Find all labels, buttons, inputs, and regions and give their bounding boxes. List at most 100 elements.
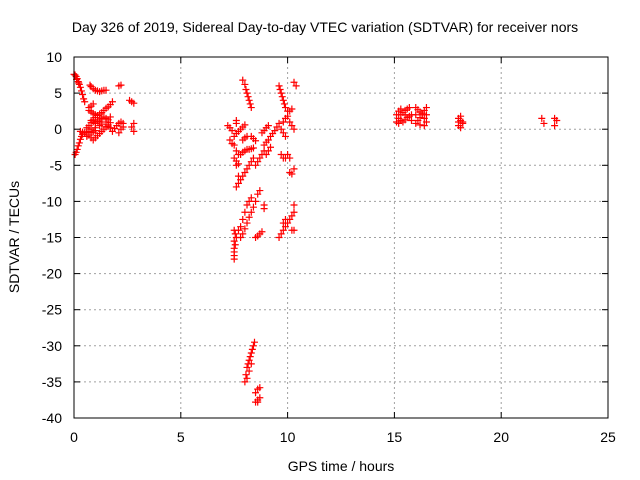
- data-point: [247, 158, 255, 166]
- y-tick-label: 0: [54, 121, 62, 137]
- data-point: [232, 147, 240, 155]
- y-tick-label: -5: [50, 157, 63, 173]
- data-point: [279, 129, 287, 137]
- data-point: [290, 226, 298, 234]
- data-point: [250, 338, 258, 346]
- data-point: [275, 119, 283, 127]
- data-point: [130, 99, 138, 107]
- data-point: [457, 124, 465, 132]
- data-point: [420, 114, 428, 122]
- data-point: [249, 342, 257, 350]
- data-point: [254, 158, 262, 166]
- data-point: [241, 121, 249, 129]
- data-point: [243, 201, 251, 209]
- data-point: [130, 127, 138, 135]
- data-point: [279, 118, 287, 126]
- data-point: [254, 398, 262, 406]
- y-tick-label: -40: [42, 410, 62, 426]
- data-point: [98, 120, 106, 128]
- data-point: [397, 105, 405, 113]
- data-point: [102, 118, 110, 126]
- data-point: [276, 85, 284, 93]
- data-point: [416, 121, 424, 129]
- data-point: [258, 228, 266, 236]
- data-point: [393, 111, 401, 119]
- data-point: [454, 118, 462, 126]
- data-point: [232, 183, 240, 191]
- data-point: [232, 161, 240, 169]
- data-point: [267, 143, 275, 151]
- data-point: [290, 201, 298, 209]
- data-point: [106, 113, 114, 121]
- data-point: [538, 114, 546, 122]
- y-tick-label: -30: [42, 338, 62, 354]
- data-point: [243, 89, 251, 97]
- data-point: [284, 107, 292, 115]
- data-point: [407, 117, 415, 125]
- data-point: [247, 104, 255, 112]
- data-point: [264, 136, 272, 144]
- data-point: [279, 219, 287, 227]
- data-point: [239, 230, 247, 238]
- data-point: [252, 389, 260, 397]
- data-point: [75, 79, 83, 87]
- data-point: [237, 176, 245, 184]
- data-point: [230, 237, 238, 245]
- data-point: [275, 234, 283, 241]
- data-point: [551, 122, 559, 130]
- data-point: [234, 179, 242, 187]
- y-axis-label: SDTVAR / TECUs: [6, 181, 22, 293]
- data-point: [279, 226, 287, 234]
- data-point: [117, 81, 125, 89]
- data-point: [86, 81, 94, 89]
- x-axis-label: GPS time / hours: [288, 458, 395, 474]
- data-point: [245, 161, 253, 169]
- data-point: [226, 136, 234, 144]
- data-point: [234, 226, 242, 234]
- y-tick-labels: 10 5 0 -5 -10 -15 -20 -25 -30 -35 -40: [42, 49, 62, 426]
- data-point: [288, 105, 296, 113]
- data-point: [76, 83, 84, 91]
- data-point: [245, 213, 253, 221]
- data-point: [237, 223, 245, 231]
- data-point: [246, 100, 254, 108]
- data-point: [247, 360, 255, 368]
- data-point: [275, 82, 283, 90]
- data-point: [277, 125, 285, 133]
- data-point: [264, 147, 272, 155]
- data-point: [252, 161, 260, 169]
- data-point: [231, 241, 239, 249]
- data-point: [241, 378, 249, 386]
- data-point: [248, 345, 256, 353]
- data-point: [401, 111, 409, 119]
- data-point: [243, 219, 251, 227]
- y-tick-label: -25: [42, 302, 62, 318]
- data-point: [459, 119, 467, 127]
- data-point: [292, 82, 300, 90]
- data-point: [288, 212, 296, 220]
- data-point: [102, 86, 110, 94]
- data-point: [249, 154, 257, 162]
- data-point: [422, 118, 430, 126]
- data-point: [244, 93, 252, 101]
- data-point: [281, 215, 289, 223]
- data-point: [288, 122, 296, 130]
- data-point: [553, 117, 561, 125]
- data-point: [405, 104, 413, 112]
- data-point: [252, 197, 260, 205]
- data-point: [243, 374, 251, 382]
- chart-title: Day 326 of 2019, Sidereal Day-to-day VTE…: [72, 19, 578, 35]
- data-point: [128, 123, 136, 131]
- data-points: [70, 70, 561, 406]
- data-point: [245, 96, 253, 104]
- y-tick-label: 5: [54, 85, 62, 101]
- data-point: [241, 80, 249, 88]
- data-point: [73, 145, 81, 153]
- axis-ticks: [73, 56, 609, 419]
- x-tick-label: 20: [493, 429, 509, 445]
- data-point: [277, 89, 285, 97]
- data-point: [260, 205, 268, 213]
- data-point: [237, 234, 245, 241]
- data-point: [119, 119, 127, 127]
